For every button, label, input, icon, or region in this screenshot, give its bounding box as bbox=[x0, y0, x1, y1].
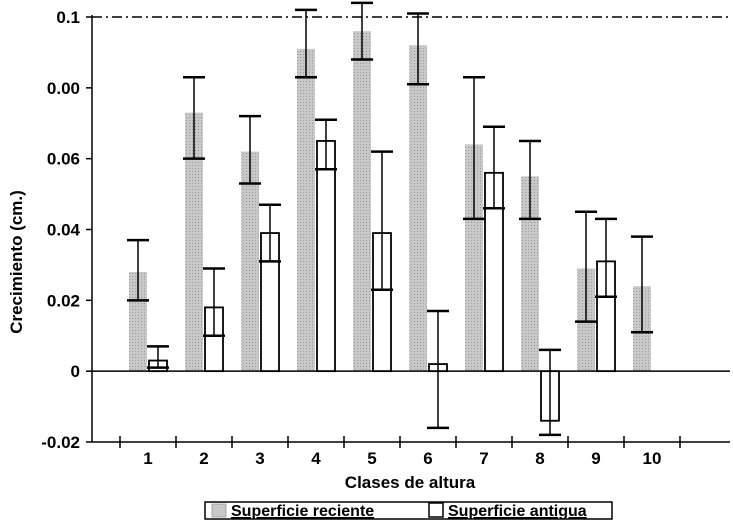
x-tick-label: 7 bbox=[479, 449, 488, 468]
bar-reciente bbox=[353, 31, 371, 372]
y-axis-title: Crecimiento (cm.) bbox=[7, 190, 26, 334]
bar-reciente bbox=[129, 272, 147, 372]
y-tick-label: 0.1 bbox=[56, 8, 80, 27]
x-tick-label: 4 bbox=[311, 449, 321, 468]
x-tick-label: 8 bbox=[535, 449, 544, 468]
x-tick-label: 5 bbox=[367, 449, 376, 468]
legend-frame bbox=[204, 501, 613, 520]
legend: Superficie reciente Superficie antigua bbox=[204, 501, 613, 520]
legend-label-antigua: Superficie antigua bbox=[448, 503, 587, 520]
x-tick-label: 2 bbox=[199, 449, 208, 468]
bars-group bbox=[129, 31, 651, 422]
bar-reciente bbox=[297, 48, 315, 372]
bar-reciente bbox=[521, 176, 539, 372]
x-tick-label: 10 bbox=[643, 449, 662, 468]
bar-reciente bbox=[409, 45, 427, 372]
y-tick-label: 0.04 bbox=[47, 221, 81, 240]
x-tick-label: 3 bbox=[255, 449, 264, 468]
legend-label-reciente: Superficie reciente bbox=[231, 503, 374, 520]
y-tick-label: 0.00 bbox=[47, 79, 80, 98]
x-tick-label: 9 bbox=[591, 449, 600, 468]
y-tick-label: 0.02 bbox=[47, 291, 80, 310]
legend-swatch-reciente bbox=[211, 503, 227, 518]
x-axis-title: Clases de altura bbox=[345, 473, 476, 492]
x-tick-label: 6 bbox=[423, 449, 432, 468]
legend-swatch-antigua bbox=[428, 502, 444, 518]
y-tick-label: 0.06 bbox=[47, 150, 80, 169]
y-tick-label: -0.02 bbox=[41, 433, 80, 452]
bar-antigua bbox=[316, 140, 336, 373]
bar-reciente bbox=[185, 112, 203, 372]
error-bars-group bbox=[127, 1, 653, 437]
ticks-group: 0.1 0.00 0.06 0.04 0.02 0 -0.02 1 2 3 4 5 6 7 8 9 10 bbox=[41, 8, 681, 468]
bar-reciente bbox=[241, 151, 259, 372]
x-tick-label: 1 bbox=[143, 449, 152, 468]
y-tick-label: 0 bbox=[71, 362, 80, 381]
bar-reciente bbox=[465, 144, 483, 372]
